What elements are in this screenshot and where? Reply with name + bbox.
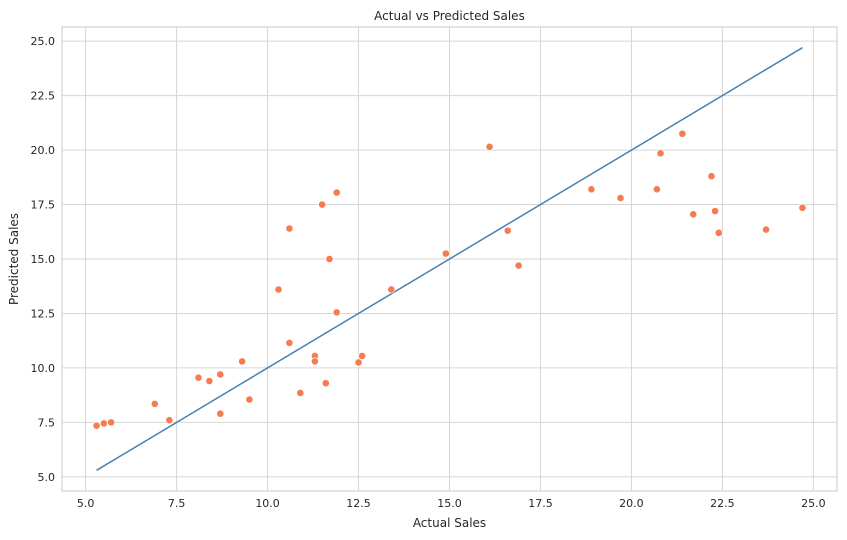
data-point xyxy=(216,409,225,418)
data-point xyxy=(587,185,596,194)
y-tick-label: 25.0 xyxy=(31,35,56,48)
data-point xyxy=(92,421,101,430)
y-tick-label: 10.0 xyxy=(31,362,56,375)
x-tick-label: 17.5 xyxy=(528,497,553,510)
y-tick-label: 22.5 xyxy=(31,90,56,103)
data-point xyxy=(165,416,174,425)
data-point xyxy=(285,338,294,347)
grid xyxy=(62,27,837,491)
data-point xyxy=(798,203,807,212)
x-tick-label: 25.0 xyxy=(801,497,826,510)
x-tick-label: 12.5 xyxy=(346,497,371,510)
data-point xyxy=(485,142,494,151)
x-tick-label: 20.0 xyxy=(619,497,644,510)
reference-line xyxy=(96,47,803,471)
data-point xyxy=(285,224,294,233)
data-point xyxy=(714,228,723,237)
data-point xyxy=(616,194,625,202)
data-point xyxy=(358,352,367,360)
x-tick-labels: 5.0 7.5 10.0 12.5 15.0 17.5 20.0 22.5 25.0 xyxy=(77,497,826,510)
y-axis-title: Predicted Sales xyxy=(7,213,21,305)
data-point xyxy=(205,377,214,385)
data-point xyxy=(216,370,225,379)
data-point xyxy=(678,129,687,138)
data-point xyxy=(656,149,665,158)
y-tick-label: 20.0 xyxy=(31,144,56,157)
data-point xyxy=(707,172,716,181)
data-point xyxy=(245,395,254,404)
x-tick-label: 15.0 xyxy=(437,497,462,510)
y-tick-labels: 5.0 7.5 10.0 12.5 15.0 17.5 20.0 22.5 25.0 xyxy=(31,35,56,484)
data-point xyxy=(107,418,116,427)
x-tick-label: 22.5 xyxy=(710,497,735,510)
data-point xyxy=(441,249,450,258)
data-point xyxy=(194,373,203,382)
data-point xyxy=(150,399,159,408)
data-point xyxy=(296,389,305,397)
x-tick-label: 10.0 xyxy=(255,497,280,510)
data-point xyxy=(318,200,327,209)
y-tick-label: 7.5 xyxy=(38,416,56,429)
data-point xyxy=(762,225,770,234)
data-points xyxy=(92,129,807,430)
chart-title: Actual vs Predicted Sales xyxy=(374,9,525,23)
data-point xyxy=(99,419,108,428)
y-tick-label: 17.5 xyxy=(31,199,56,212)
data-point xyxy=(711,207,720,215)
data-point xyxy=(321,379,330,388)
x-tick-label: 5.0 xyxy=(77,497,95,510)
data-point xyxy=(503,226,512,235)
data-point xyxy=(387,285,396,294)
data-point xyxy=(332,308,341,317)
data-point xyxy=(514,261,523,270)
y-tick-label: 12.5 xyxy=(31,307,56,320)
data-point xyxy=(652,185,661,194)
y-tick-label: 5.0 xyxy=(38,471,56,484)
data-point xyxy=(310,357,319,366)
x-tick-label: 7.5 xyxy=(168,497,186,510)
data-point xyxy=(238,357,247,366)
fit-line xyxy=(96,47,803,471)
x-axis-title: Actual Sales xyxy=(413,516,486,530)
data-point xyxy=(689,210,698,219)
y-tick-label: 15.0 xyxy=(31,253,56,266)
data-point xyxy=(325,255,334,263)
data-point xyxy=(332,188,341,197)
data-point xyxy=(354,358,363,367)
data-point xyxy=(274,285,283,294)
